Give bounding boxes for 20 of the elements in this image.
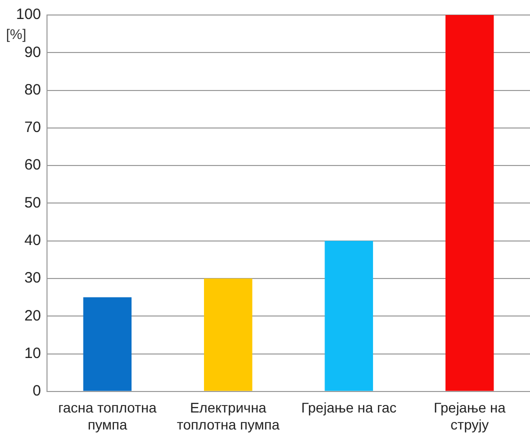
y-tick-label: 90 [24, 44, 42, 61]
x-tick-label: Грејање на струју [434, 400, 506, 432]
y-tick-label: 70 [24, 119, 42, 136]
y-tick-label: 50 [24, 194, 42, 212]
y-tick-label: 30 [24, 270, 42, 287]
y-axis-title: [%] [6, 26, 26, 42]
y-tick-label: 100 [16, 6, 42, 24]
bar [83, 297, 132, 391]
bar [445, 15, 494, 391]
bar [324, 240, 374, 391]
y-tick-label: 20 [24, 307, 42, 324]
y-tick-label: 80 [24, 81, 42, 98]
y-tick-label: 0 [32, 382, 42, 400]
y-tick-label: 60 [24, 156, 42, 174]
x-tick-label: Грејање на гас [301, 400, 397, 416]
x-tick-label: гасна топлотна пумпа [58, 400, 157, 432]
x-tick-label: Електрична топлотна пумпа [176, 400, 280, 432]
bar [204, 278, 252, 391]
y-tick-label: 40 [24, 232, 42, 249]
y-tick-label: 10 [24, 344, 42, 362]
